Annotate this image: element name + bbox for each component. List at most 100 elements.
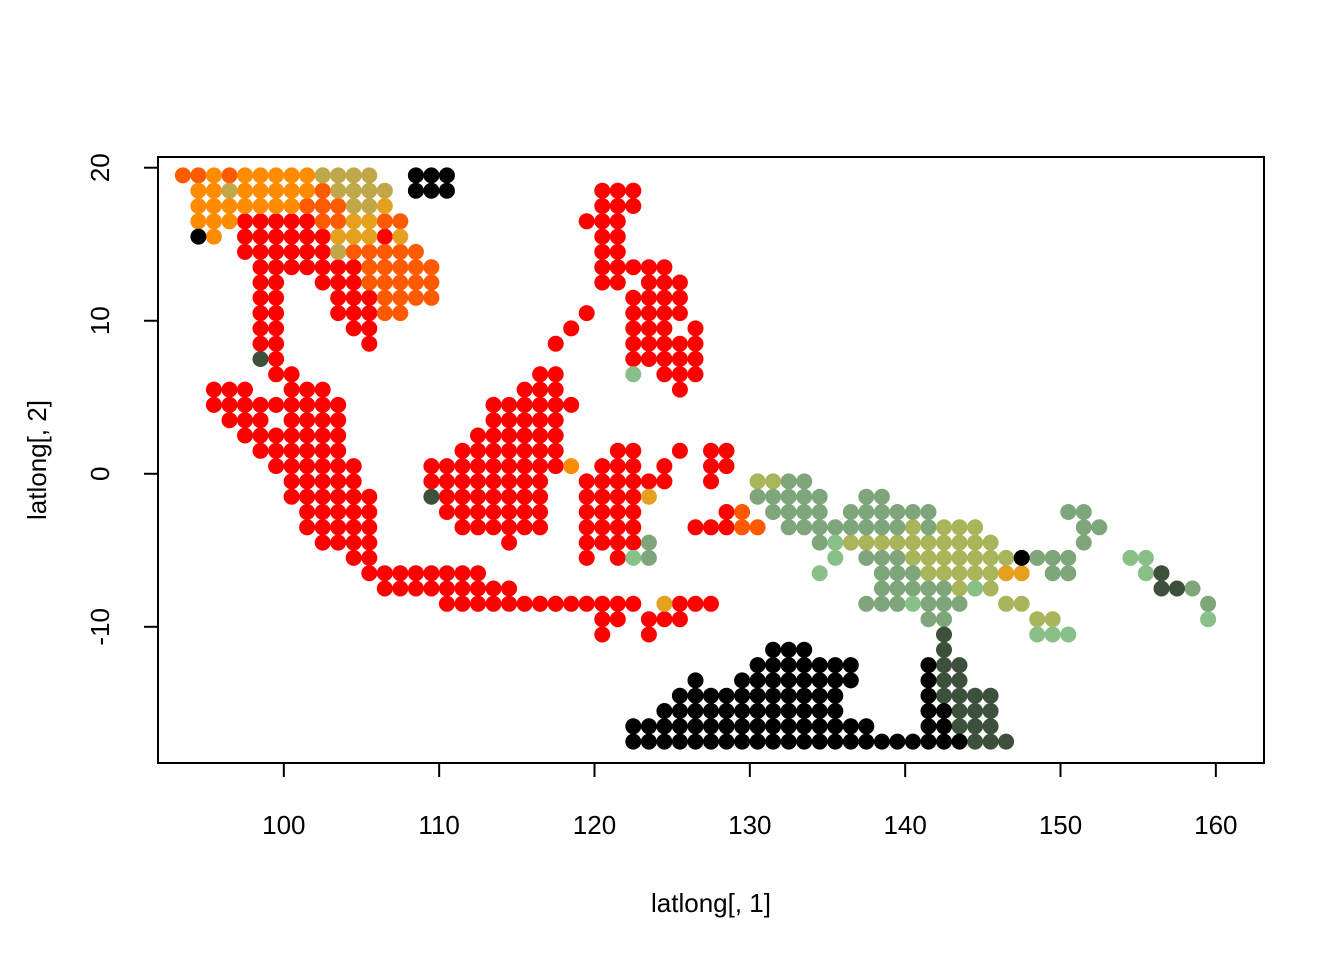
data-point <box>749 657 766 674</box>
data-point <box>578 488 595 505</box>
data-point <box>237 243 253 260</box>
data-point <box>780 733 797 750</box>
data-point <box>982 549 999 566</box>
data-point <box>703 473 719 490</box>
data-point <box>780 703 797 719</box>
data-point <box>873 504 890 520</box>
x-tick-label: 100 <box>262 810 305 840</box>
data-point <box>842 672 859 689</box>
data-point <box>361 488 378 505</box>
data-point <box>842 718 859 735</box>
data-point <box>330 182 347 199</box>
data-point <box>967 519 984 536</box>
data-point <box>811 718 828 735</box>
data-point <box>780 672 797 689</box>
data-point <box>268 320 285 337</box>
data-point <box>625 182 642 199</box>
data-point <box>330 473 347 490</box>
data-point <box>407 580 424 597</box>
x-tick-label: 140 <box>883 810 926 840</box>
data-point <box>283 167 300 184</box>
data-point <box>299 167 316 184</box>
data-point <box>361 549 378 566</box>
data-point <box>904 534 921 551</box>
data-point <box>299 182 316 199</box>
data-point <box>345 473 362 490</box>
data-point <box>299 381 316 398</box>
data-point <box>625 504 642 520</box>
data-point <box>501 458 518 475</box>
data-point <box>361 167 378 184</box>
data-point <box>501 595 518 612</box>
data-point <box>190 228 207 245</box>
data-point <box>174 167 191 184</box>
data-point <box>1044 626 1061 643</box>
data-point <box>205 213 222 230</box>
data-point <box>640 305 657 322</box>
data-point <box>936 565 952 582</box>
data-point <box>936 687 952 704</box>
data-point <box>827 519 844 536</box>
data-point <box>361 519 378 536</box>
data-point <box>640 320 657 337</box>
data-point <box>205 381 222 398</box>
data-point <box>625 519 642 536</box>
data-point <box>765 672 782 689</box>
data-point <box>438 167 455 184</box>
data-point <box>345 243 362 260</box>
data-point <box>314 182 331 199</box>
data-point <box>299 473 316 490</box>
data-point <box>283 442 300 459</box>
data-point <box>1153 580 1170 597</box>
data-points <box>174 167 1217 750</box>
data-point <box>345 182 362 199</box>
data-point <box>1060 504 1077 520</box>
data-point <box>796 519 813 536</box>
data-point <box>998 549 1015 566</box>
data-point <box>982 580 999 597</box>
data-point <box>625 198 642 214</box>
data-point <box>376 580 393 597</box>
data-point <box>252 427 269 444</box>
data-point <box>268 351 285 367</box>
data-point <box>967 703 984 719</box>
data-point <box>547 458 564 475</box>
data-point <box>640 289 657 306</box>
data-point <box>858 488 875 505</box>
data-point <box>625 718 642 735</box>
data-point <box>547 427 564 444</box>
data-point <box>516 396 533 413</box>
data-point <box>640 351 657 367</box>
data-point <box>516 381 533 398</box>
data-point <box>268 243 285 260</box>
data-point <box>656 703 673 719</box>
data-point <box>454 488 471 505</box>
data-point <box>640 335 657 352</box>
data-point <box>299 504 316 520</box>
data-point <box>252 305 269 322</box>
data-point <box>330 228 347 245</box>
data-point <box>640 549 657 566</box>
data-point <box>423 565 440 582</box>
data-point <box>671 733 688 750</box>
data-point <box>640 718 657 735</box>
data-point <box>1060 626 1077 643</box>
data-point <box>1013 595 1030 612</box>
data-point <box>485 458 502 475</box>
data-point <box>594 488 611 505</box>
data-point <box>594 534 611 551</box>
data-point <box>718 442 735 459</box>
data-point <box>268 274 285 291</box>
data-point <box>361 504 378 520</box>
data-point <box>687 519 704 536</box>
data-point <box>330 519 347 536</box>
data-point <box>392 580 409 597</box>
data-point <box>532 488 549 505</box>
data-point <box>392 305 409 322</box>
data-point <box>501 427 518 444</box>
data-point <box>687 595 704 612</box>
data-point <box>438 595 455 612</box>
data-point <box>640 274 657 291</box>
data-point <box>734 718 751 735</box>
data-point <box>594 473 611 490</box>
